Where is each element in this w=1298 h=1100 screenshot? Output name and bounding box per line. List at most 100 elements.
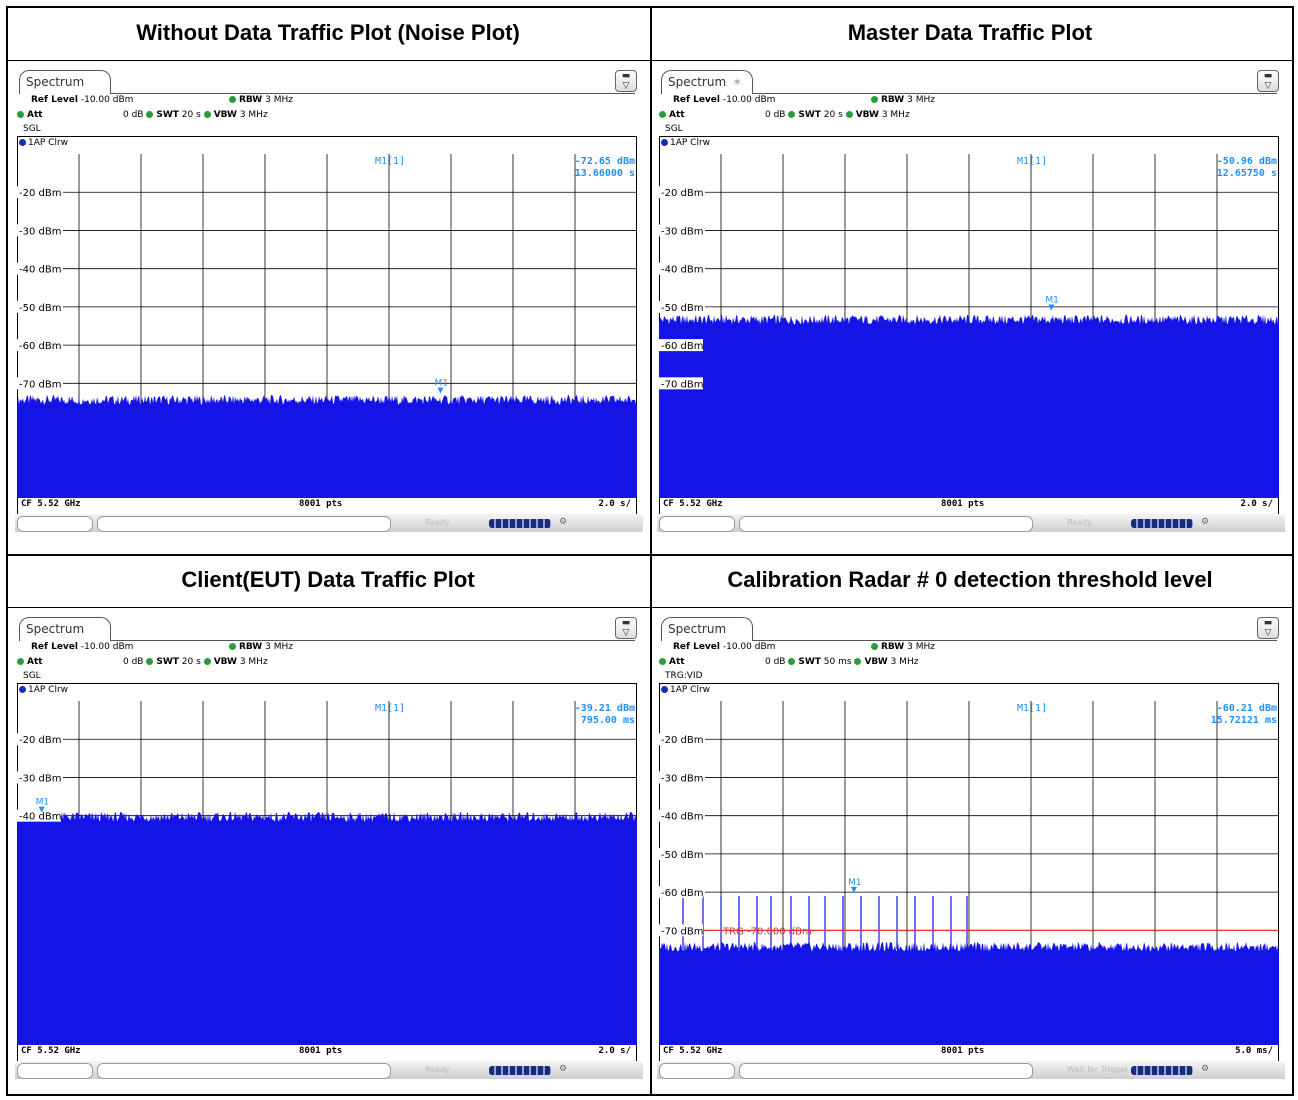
spectrum-tab[interactable]: Spectrum	[19, 70, 111, 94]
plot-footer: CF 5.52 GHz 8001 pts 2.0 s/	[17, 497, 637, 511]
y-tick-label: -40 dBm	[19, 812, 61, 823]
ref-level-info: Ref Level -10.00 dBm	[31, 95, 134, 105]
status-icon: ⚙	[559, 517, 568, 527]
y-tick-label: -20 dBm	[661, 188, 703, 199]
marker-level-value: -60.21 dBm	[1216, 703, 1277, 714]
tab-underline	[111, 93, 635, 94]
title-master-plot: Master Data Traffic Plot	[847, 20, 1093, 45]
marker-readout-values: -50.96 dBm 12.65750 s	[1217, 156, 1277, 180]
status-icon: ⚙	[1201, 517, 1210, 527]
y-tick-label: -60 dBm	[19, 341, 61, 352]
trace-info: 1AP Clrw	[661, 685, 710, 695]
tick-label-bg	[659, 809, 703, 822]
y-tick-label: -60 dBm	[661, 888, 703, 899]
status-bar: Ready ⚙	[15, 514, 643, 532]
pin-icon: ✶	[732, 75, 743, 89]
tick-label-bg	[17, 809, 61, 822]
att-swt-vbw-info: 0 dB SWT 20 s VBW 3 MHz	[765, 110, 910, 120]
title-row-divider-bottom	[8, 607, 1292, 608]
spectrum-tab[interactable]: Spectrum ✶	[661, 70, 753, 94]
plot-footer: CF 5.52 GHz 8001 pts 2.0 s/	[659, 497, 1279, 511]
tick-label-bg	[17, 300, 61, 313]
comparison-table	[6, 6, 1294, 1096]
status-text: Ready	[1067, 518, 1092, 527]
marker-flag-label: M1	[848, 878, 862, 888]
system-menu-icon[interactable]: ▬ ▽	[615, 617, 637, 639]
tick-label-bg	[659, 339, 703, 352]
y-tick-label: -70 dBm	[661, 926, 703, 937]
title-radar-plot: Calibration Radar # 0 detection threshol…	[727, 567, 1213, 592]
marker-readout-values: -72.65 dBm 13.66000 s	[575, 156, 635, 180]
y-tick-label: -20 dBm	[19, 735, 61, 746]
y-tick-label: -60 dBm	[661, 341, 703, 352]
tick-label-bg	[17, 771, 61, 784]
rbw-info: RBW 3 MHz	[229, 95, 293, 105]
status-field-1	[17, 516, 93, 532]
att-info: Att	[17, 657, 43, 667]
y-tick-label: -40 dBm	[661, 812, 703, 823]
marker-flag-label: M1	[1045, 296, 1059, 306]
spectrum-tab-label: Spectrum	[668, 622, 727, 636]
status-field-2	[97, 1063, 391, 1079]
tab-underline	[753, 640, 1277, 641]
tick-label-bg	[659, 186, 703, 199]
status-bar: Ready ⚙	[657, 514, 1285, 532]
progress-indicator	[1131, 519, 1193, 528]
status-field-1	[659, 516, 735, 532]
marker-readout-values: -60.21 dBm 15.72121 ms	[1211, 703, 1277, 727]
status-icon: ⚙	[559, 1064, 568, 1074]
marker-readout-label: M1[1]	[1017, 156, 1048, 167]
marker-triangle[interactable]	[1048, 304, 1055, 311]
points-count: 8001 pts	[941, 499, 985, 509]
status-field-2	[739, 1063, 1033, 1079]
marker-triangle[interactable]	[38, 806, 45, 813]
tick-label-bg	[17, 733, 61, 746]
title-client-plot: Client(EUT) Data Traffic Plot	[181, 567, 475, 592]
tick-label-bg	[659, 886, 703, 899]
sweep-mode-label: SGL	[665, 124, 683, 134]
y-tick-label: -50 dBm	[661, 303, 703, 314]
table-divider-horizontal	[8, 554, 1292, 556]
marker-triangle[interactable]	[850, 886, 857, 893]
system-menu-icon[interactable]: ▬ ▽	[1257, 70, 1279, 92]
marker-time-value: 795.00 ms	[580, 715, 635, 726]
tick-label-bg	[17, 224, 61, 237]
spectrum-tab-label: Spectrum	[668, 75, 727, 89]
att-info: Att	[659, 657, 685, 667]
rbw-info: RBW 3 MHz	[871, 95, 935, 105]
y-tick-label: -70 dBm	[19, 379, 61, 390]
time-per-division: 2.0 s/	[1240, 499, 1273, 509]
system-menu-icon[interactable]: ▬ ▽	[1257, 617, 1279, 639]
sweep-mode-label: SGL	[23, 671, 41, 681]
spectrum-tab[interactable]: Spectrum	[19, 617, 111, 641]
rbw-info: RBW 3 MHz	[229, 642, 293, 652]
center-frequency: CF 5.52 GHz	[663, 499, 723, 509]
tick-label-bg	[659, 924, 703, 937]
marker-level-value: -72.65 dBm	[574, 156, 635, 167]
y-tick-label: -30 dBm	[19, 226, 61, 237]
spectrum-panel-radar: Spectrum ▬ ▽ Ref Level -10.00 dBm RBW 3 M…	[657, 613, 1285, 1079]
time-per-division: 2.0 s/	[598, 1046, 631, 1056]
status-field-2	[97, 516, 391, 532]
tab-underline	[111, 640, 635, 641]
spectrum-panel-client: Spectrum ▬ ▽ Ref Level -10.00 dBm RBW 3 M…	[15, 613, 643, 1079]
spectrum-tab-label: Spectrum	[26, 622, 85, 636]
y-tick-label: -30 dBm	[661, 773, 703, 784]
spectrum-tab[interactable]: Spectrum	[661, 617, 753, 641]
trace-info: 1AP Clrw	[661, 138, 710, 148]
marker-triangle[interactable]	[437, 387, 444, 394]
plot-area: TRG -70.000 dBm -20 dBm -30 dBm -40 dBm -50 …	[659, 701, 1279, 1045]
tick-label-bg	[659, 733, 703, 746]
system-menu-icon[interactable]: ▬ ▽	[615, 70, 637, 92]
att-swt-vbw-info: 0 dB SWT 20 s VBW 3 MHz	[123, 657, 268, 667]
trace-fill	[17, 811, 637, 1045]
rbw-info: RBW 3 MHz	[871, 642, 935, 652]
tick-label-bg	[659, 262, 703, 275]
y-tick-label: -30 dBm	[661, 226, 703, 237]
tick-label-bg	[17, 339, 61, 352]
ref-level-info: Ref Level -10.00 dBm	[673, 642, 776, 652]
trace-info: 1AP Clrw	[19, 685, 68, 695]
center-frequency: CF 5.52 GHz	[21, 1046, 81, 1056]
spectrum-panel-noise: Spectrum ▬ ▽ Ref Level -10.00 dBm RBW 3 M…	[15, 66, 643, 532]
status-bar: Ready ⚙	[15, 1061, 643, 1079]
